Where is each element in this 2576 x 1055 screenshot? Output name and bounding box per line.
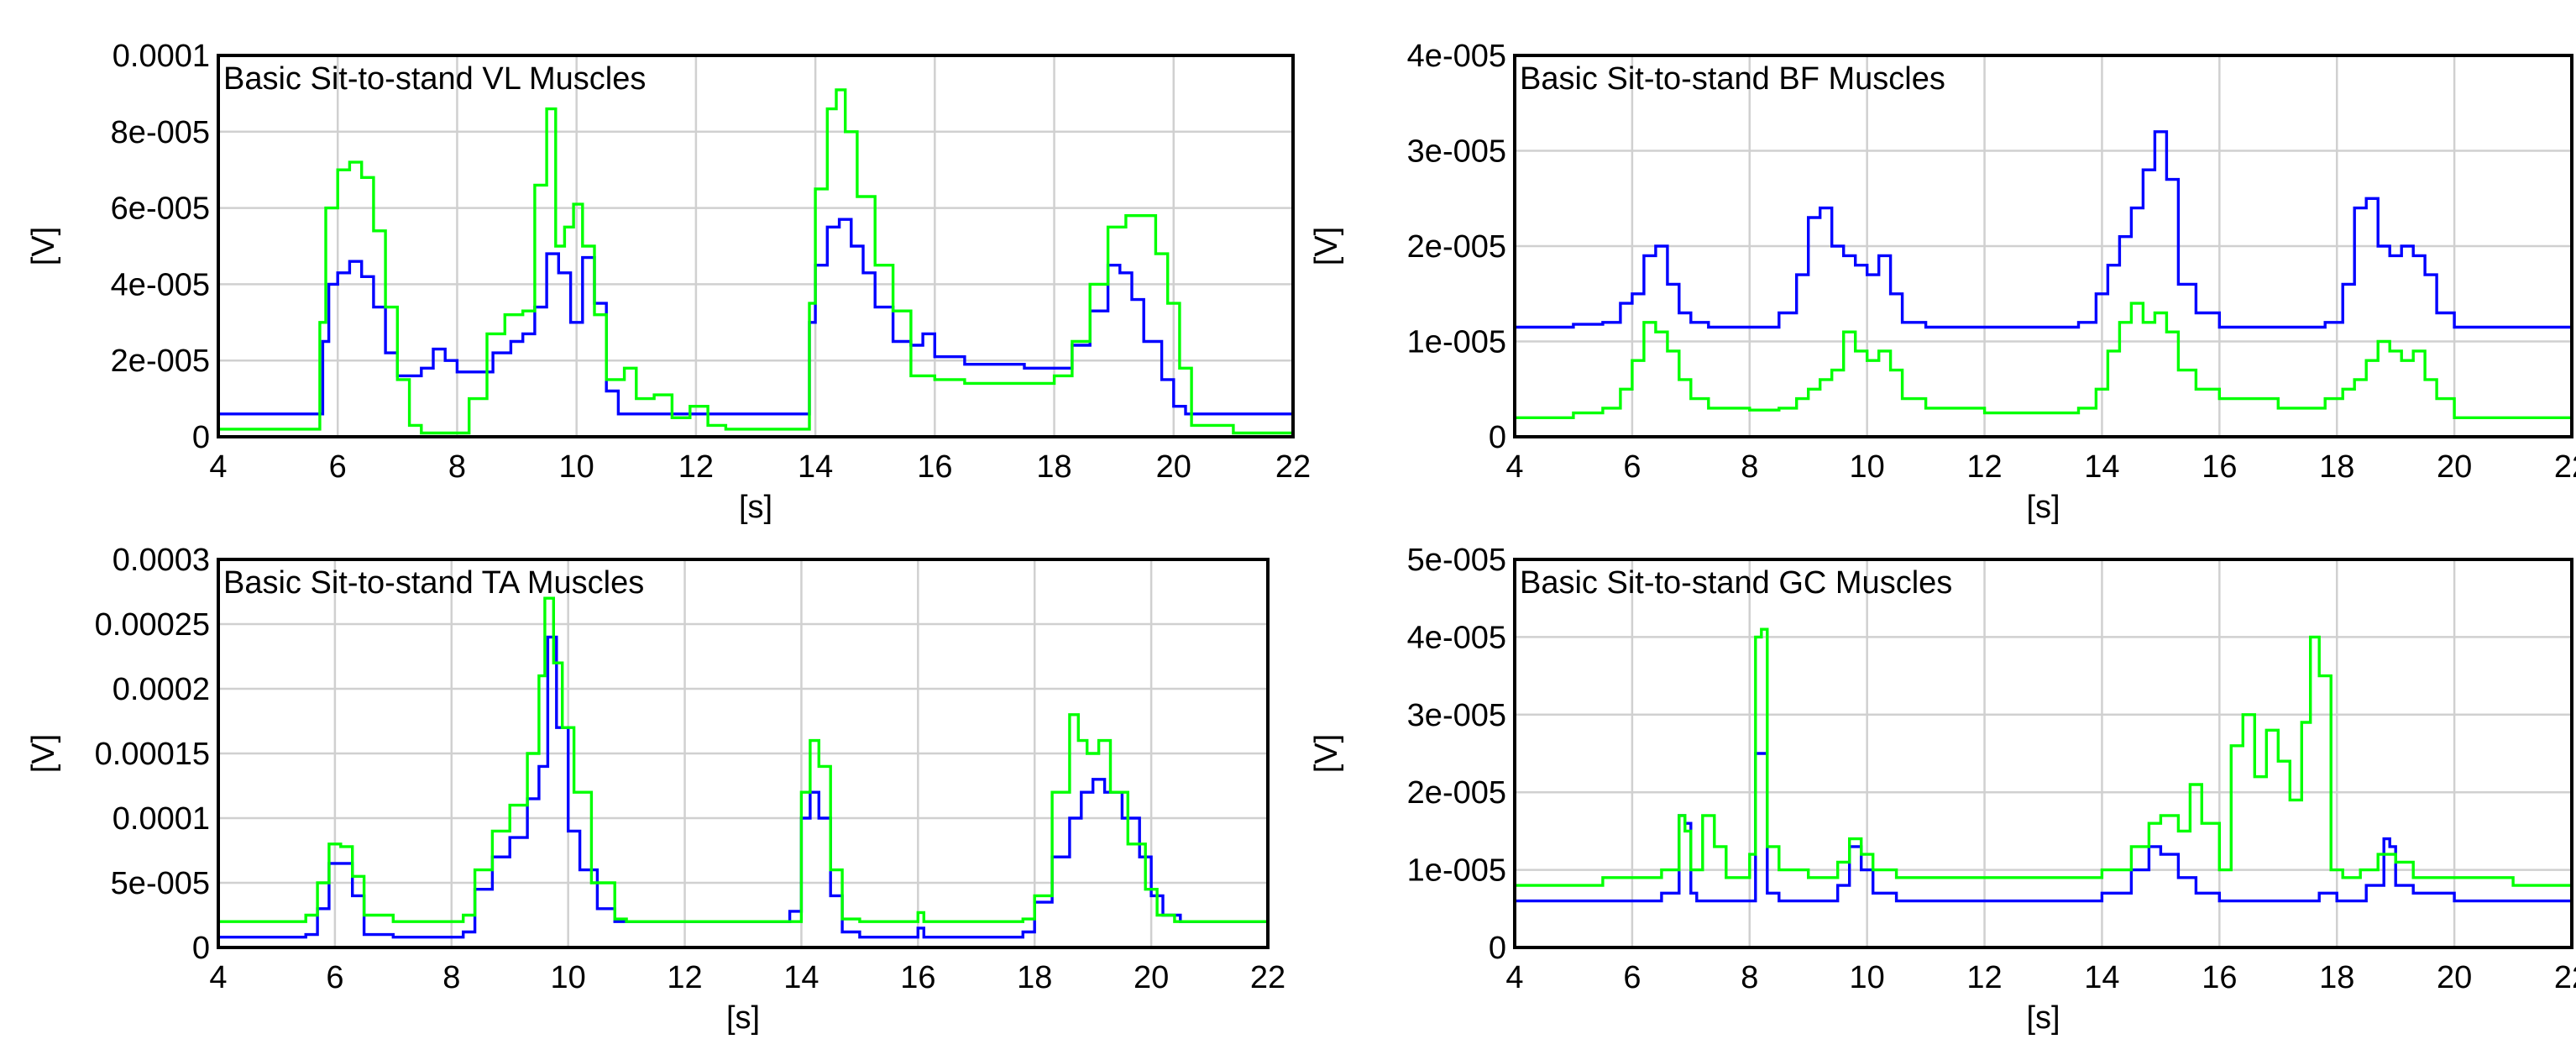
series-line-blue	[1515, 130, 2572, 329]
x-tick-label: 12	[678, 449, 714, 485]
series-line-green	[1515, 302, 2573, 420]
chart-panel-bf-muscles: 4 6 8 10 12 14 16 18 20 22 0 1e-005 2e-005 3e-005 4e-0…	[1309, 39, 2576, 525]
plot-frame	[217, 54, 1295, 438]
y-tick-label: 4e-005	[111, 267, 210, 302]
series-line-green	[1515, 627, 2572, 887]
x-tick-label: 14	[2084, 960, 2119, 995]
x-tick-label: 4	[209, 449, 227, 485]
x-tick-label: 8	[1741, 960, 1758, 995]
y-tick-label: 0.0001	[113, 39, 210, 74]
x-tick-label: 20	[1134, 960, 1169, 995]
y-tick-label: 6e-005	[111, 192, 210, 227]
x-axis-label: [s]	[2026, 490, 2060, 525]
y-tick-label: 0	[1489, 931, 1506, 966]
y-axis-label: [V]	[26, 227, 61, 265]
x-tick-label: 22	[1250, 960, 1285, 995]
x-tick-label: 8	[1741, 449, 1758, 485]
x-tick-label: 20	[2437, 960, 2472, 995]
plot-frame	[217, 558, 1270, 949]
x-tick-label: 16	[917, 449, 952, 485]
plot-frame	[1513, 558, 2573, 949]
x-tick-label: 18	[1036, 449, 1071, 485]
x-tick-label: 6	[1623, 960, 1641, 995]
chart-panel-gc-muscles: 4 6 8 10 12 14 16 18 20 22 0 1e-005 2e-005 3e-005 4e-0…	[1309, 543, 2576, 1036]
x-tick-label: 4	[1505, 960, 1523, 995]
y-tick-label: 0	[192, 931, 210, 966]
y-axis-label: [V]	[1309, 734, 1344, 773]
x-tick-label: 18	[2319, 449, 2354, 485]
plot-frame	[1513, 54, 2573, 438]
y-axis-label: [V]	[1309, 227, 1344, 265]
x-tick-label: 16	[2202, 449, 2237, 485]
y-tick-label: 1e-005	[1407, 853, 1506, 889]
x-tick-label: 22	[2554, 960, 2576, 995]
y-tick-label: 8e-005	[111, 115, 210, 150]
y-tick-label: 0.0003	[113, 543, 210, 578]
x-tick-label: 10	[559, 449, 594, 485]
y-tick-label: 0.00025	[95, 607, 210, 643]
y-tick-label: 5e-005	[111, 866, 210, 901]
x-axis-label: [s]	[739, 490, 772, 525]
x-tick-label: 22	[1275, 449, 1311, 485]
plot-area	[218, 55, 1293, 437]
x-axis-label: [s]	[2026, 1000, 2060, 1036]
series-line-blue	[1515, 752, 2572, 903]
x-tick-label: 6	[329, 449, 347, 485]
x-tick-label: 4	[1505, 449, 1523, 485]
x-tick-label: 18	[2319, 960, 2354, 995]
x-tick-label: 10	[551, 960, 586, 995]
y-tick-label: 2e-005	[1407, 229, 1506, 265]
y-tick-label: 0	[192, 420, 210, 455]
y-tick-label: 5e-005	[1407, 543, 1506, 578]
x-tick-label: 14	[783, 960, 819, 995]
x-tick-label: 8	[442, 960, 460, 995]
x-tick-label: 8	[448, 449, 466, 485]
y-tick-label: 1e-005	[1407, 325, 1506, 360]
chart-title: Basic Sit-to-stand VL Muscles	[223, 61, 646, 97]
x-tick-label: 6	[1623, 449, 1641, 485]
x-tick-label: 14	[2084, 449, 2119, 485]
chart-title: Basic Sit-to-stand TA Muscles	[223, 565, 644, 601]
chart-title: Basic Sit-to-stand GC Muscles	[1520, 565, 1952, 601]
y-tick-label: 0.0002	[113, 672, 210, 707]
x-tick-label: 16	[900, 960, 935, 995]
chart-title: Basic Sit-to-stand BF Muscles	[1520, 61, 1945, 97]
x-tick-label: 12	[1966, 449, 2002, 485]
x-tick-label: 10	[1850, 960, 1885, 995]
x-tick-label: 12	[667, 960, 702, 995]
y-tick-label: 0.00015	[95, 737, 210, 772]
chart-panel-ta-muscles: 4 6 8 10 12 14 16 18 20 22 0 5e-005 0.0001 0.00015 0.0…	[26, 543, 1285, 1036]
y-tick-label: 4e-005	[1407, 620, 1506, 655]
x-tick-label: 10	[1850, 449, 1885, 485]
x-tick-label: 18	[1017, 960, 1052, 995]
x-tick-label: 12	[1966, 960, 2002, 995]
y-axis-label: [V]	[26, 734, 61, 773]
x-tick-label: 4	[209, 960, 227, 995]
y-tick-label: 2e-005	[1407, 775, 1506, 811]
x-tick-label: 14	[798, 449, 833, 485]
y-tick-label: 4e-005	[1407, 39, 1506, 74]
x-tick-label: 20	[1156, 449, 1191, 485]
series-line-green	[218, 596, 1268, 923]
x-tick-label: 16	[2202, 960, 2237, 995]
y-tick-label: 3e-005	[1407, 698, 1506, 733]
x-tick-label: 22	[2554, 449, 2576, 485]
x-tick-label: 6	[326, 960, 343, 995]
y-tick-label: 2e-005	[111, 344, 210, 379]
y-tick-label: 0	[1489, 420, 1506, 455]
chart-panel-vl-muscles: 4 6 8 10 12 14 16 18 20 22 0 2e-005 4e-005 6e-005 8e-0…	[26, 39, 1311, 525]
series-line-green	[218, 88, 1293, 435]
x-tick-label: 20	[2437, 449, 2472, 485]
x-axis-label: [s]	[726, 1000, 760, 1036]
y-tick-label: 3e-005	[1407, 134, 1506, 170]
y-tick-label: 0.0001	[113, 801, 210, 837]
